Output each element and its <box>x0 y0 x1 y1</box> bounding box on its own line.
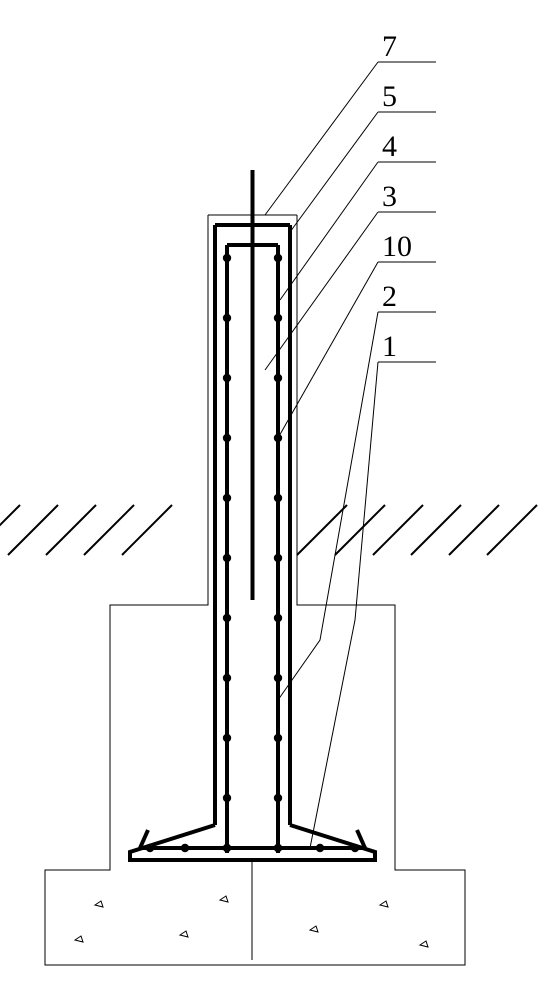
footing-outline <box>130 825 375 860</box>
leader-10 <box>278 262 378 438</box>
label-2: 2 <box>382 280 397 313</box>
leader-5 <box>290 112 378 232</box>
leader-4 <box>280 162 378 300</box>
label-4: 4 <box>382 130 397 163</box>
label-1: 1 <box>382 330 397 363</box>
label-7: 7 <box>382 30 397 63</box>
label-3: 3 <box>382 180 397 213</box>
label-10: 10 <box>382 230 412 263</box>
label-5: 5 <box>382 80 397 113</box>
leader-2 <box>278 312 378 700</box>
excavation-outline <box>45 530 465 965</box>
leader-7 <box>265 62 378 215</box>
